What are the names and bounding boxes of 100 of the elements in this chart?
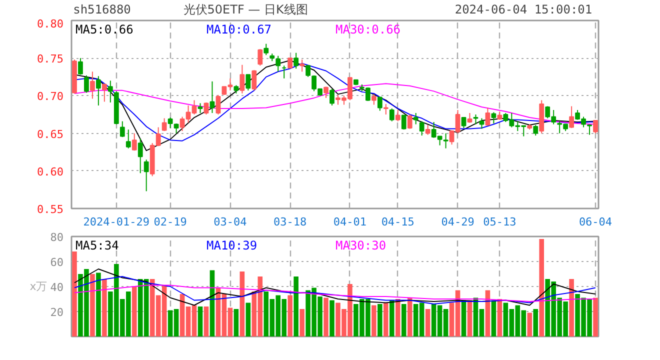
candlestick: [300, 59, 305, 72]
chart-title: 光伏50ETF — 日K线图: [183, 2, 308, 16]
text: x万: [30, 280, 48, 293]
bar: [389, 300, 394, 336]
x-tick-label: 06-04: [578, 216, 612, 228]
bar: [593, 298, 598, 336]
candlestick: [210, 80, 215, 114]
candlestick: [144, 159, 149, 192]
candlestick: [371, 94, 376, 106]
candlestick: [407, 114, 412, 130]
bar: [491, 300, 496, 336]
y-tick-label: 0.65: [37, 128, 64, 141]
y-tick-label: 0.70: [37, 90, 64, 104]
candlestick: [198, 102, 203, 114]
text: MA5:0.66: [76, 22, 134, 36]
candlestick: [491, 112, 496, 124]
candlestick: [324, 86, 328, 98]
y-tick-label: 0.60: [37, 165, 64, 178]
bar: [132, 286, 137, 336]
candlestick: [174, 123, 179, 134]
candlestick: [419, 120, 424, 136]
y-tick-label: 0.75: [37, 52, 64, 66]
series-label: MA5:34: [76, 238, 119, 252]
candlestick: [587, 124, 592, 136]
bar: [240, 272, 245, 336]
candlestick: [96, 76, 101, 106]
bar: [102, 279, 107, 336]
candlestick: [401, 114, 406, 130]
bar: [407, 298, 412, 336]
bar: [497, 299, 502, 336]
line-series: [74, 284, 596, 302]
candlestick: [467, 112, 472, 124]
chart-subtitle: sh516880: [73, 2, 131, 16]
candlestick: [485, 107, 490, 126]
y-tick-label: 80: [50, 231, 64, 244]
y-tick-label: 60: [50, 256, 64, 269]
bar: [294, 276, 298, 336]
candlestick: [168, 117, 173, 129]
bar: [384, 302, 388, 336]
candlestick: [138, 138, 143, 174]
x-tick-label: 04-15: [381, 216, 414, 228]
candlestick: [306, 65, 310, 78]
candlestick: [395, 109, 400, 122]
text: MA10:0.67: [206, 22, 272, 36]
candlestick: [377, 96, 382, 112]
candlestick: [120, 120, 125, 138]
bar: [90, 274, 95, 336]
candlestick: [479, 118, 484, 130]
y-tick-label: 40: [50, 281, 64, 294]
candlestick: [204, 102, 209, 115]
y-tick-label: 0.80: [37, 18, 64, 30]
candlestick: [264, 43, 269, 56]
bar: [96, 272, 101, 336]
bar: [246, 302, 251, 336]
bar: [204, 306, 209, 336]
bar: [198, 306, 203, 336]
candlestick: [90, 71, 95, 100]
x-tick-label: 04-29: [441, 216, 474, 228]
line-series: [74, 276, 596, 304]
y-tick-label: 20: [50, 306, 64, 319]
bar: [401, 304, 406, 336]
candlestick: [276, 55, 281, 72]
x-tick-label: 02-19: [154, 216, 187, 228]
bar: [372, 305, 376, 336]
bar: [527, 312, 532, 336]
candlestick: [330, 88, 334, 106]
candlestick: [569, 106, 574, 129]
bar: [234, 309, 239, 336]
bar: [425, 309, 430, 336]
candlestick: [84, 74, 89, 94]
candlestick: [108, 80, 113, 103]
x-tick-label: 03-04: [214, 216, 248, 228]
bar: [330, 300, 334, 336]
x-tick-label: 03-18: [274, 216, 307, 228]
candlestick: [78, 58, 83, 76]
bar: [569, 279, 574, 336]
x-tick-label: 2024-01-29: [83, 216, 150, 228]
y-tick-label: 0.55: [37, 203, 64, 216]
candlestick: [294, 52, 299, 70]
candlestick: [102, 83, 107, 102]
candlestick: [258, 48, 263, 66]
candlestick: [593, 120, 598, 134]
candlestick: [413, 112, 418, 125]
candlestick: [533, 124, 538, 136]
bar: [533, 309, 538, 336]
candlestick: [425, 124, 430, 136]
candlestick: [473, 114, 478, 125]
bar: [539, 239, 544, 336]
candlestick: [216, 94, 221, 115]
candlestick: [162, 118, 167, 132]
x-tick-label: 04-01: [333, 216, 367, 228]
bar: [324, 298, 328, 336]
bar: [72, 252, 77, 336]
bar: [378, 304, 382, 336]
text: MA30:30: [336, 238, 386, 252]
text: MA30:0.66: [336, 22, 401, 36]
candlestick: [126, 129, 131, 149]
candlestick: [246, 74, 251, 91]
candlestick: [132, 132, 137, 152]
candlestick: [252, 70, 257, 91]
